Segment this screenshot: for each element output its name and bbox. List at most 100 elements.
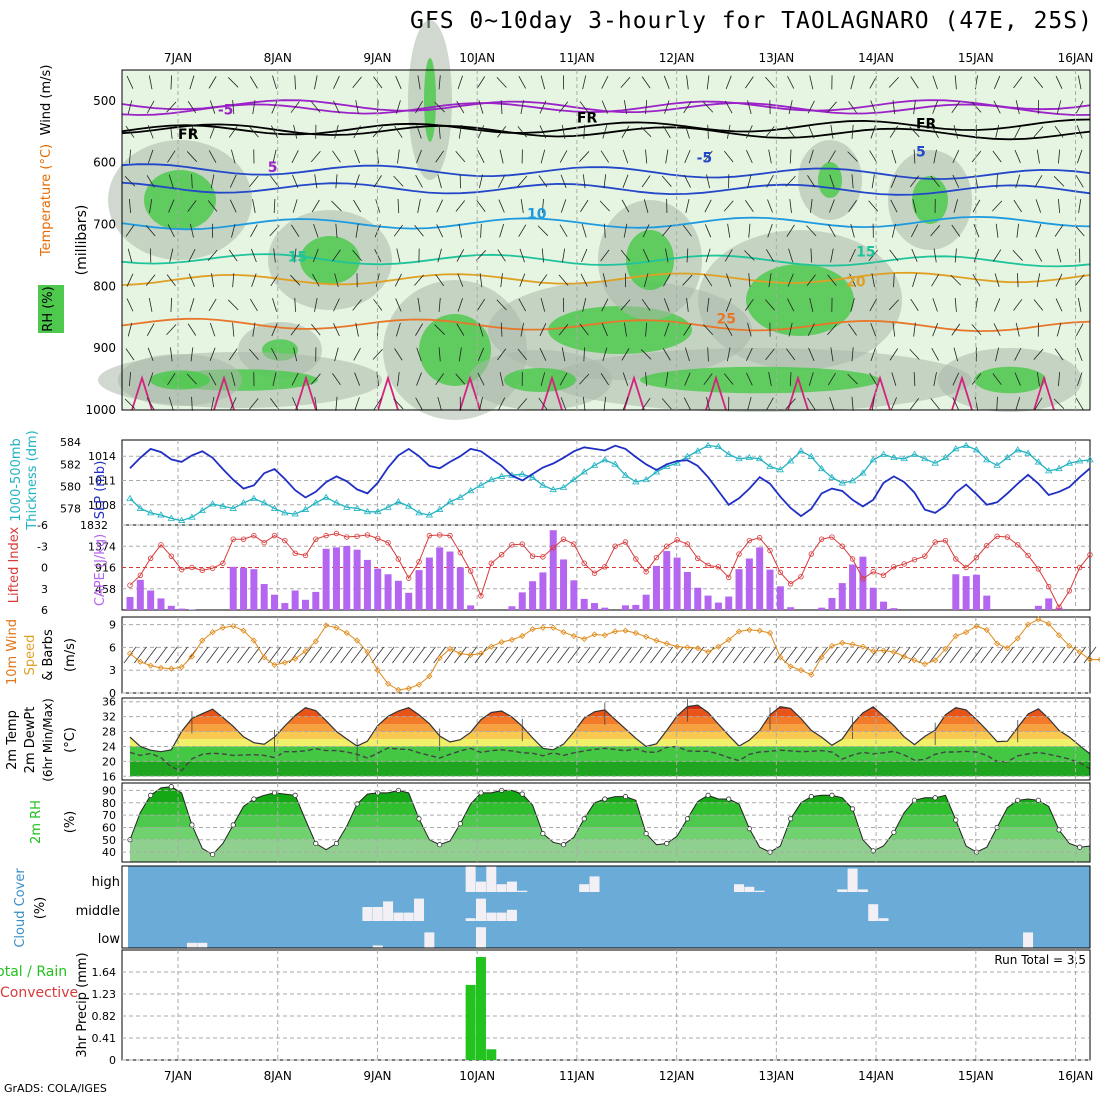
wind-barb [559,150,568,163]
y-tick-left: 580 [60,480,81,493]
thickness-marker [900,454,908,462]
wind-barb [640,126,652,138]
wind-barb [746,347,753,361]
wind-barb [850,298,855,312]
wind-barb [310,151,321,163]
wind-barb [747,174,752,189]
temp-band [130,716,1090,725]
li-marker [302,552,309,559]
wind-frame [121,616,1091,694]
wind-barb [373,397,382,410]
wind-barb [808,372,814,386]
wind-barb [190,347,194,362]
cloud-bar-high [734,884,745,892]
wind-barb [582,75,587,90]
wind-barb [726,347,731,362]
thickness-marker [776,466,785,473]
wind-barb [518,76,527,89]
li-marker [168,553,174,559]
cape-bar [714,602,722,610]
wind-barb [518,224,527,237]
wind-barb [170,75,173,90]
wind-barb [763,646,777,664]
wind-barb [1035,224,1042,238]
cape-bar [518,592,526,610]
wind-barb [932,298,938,312]
temperature-contour [1033,374,1055,411]
li-marker [798,574,804,580]
wind-barb [167,224,175,238]
wind-barb [352,299,362,311]
wind-barb [272,372,277,387]
thickness-marker [1003,453,1012,461]
wind-barb [560,199,567,213]
wind-marker [766,629,774,637]
wind-barb [539,125,547,139]
li-marker [684,541,691,547]
rh-marker [788,816,794,822]
cape-bar [240,567,248,610]
li-marker [436,532,443,538]
temperature-contour [787,374,809,411]
y-tick-label: 40 [102,846,116,859]
wind-barb [167,150,176,163]
wind-barb [232,273,235,288]
li-marker [726,574,732,581]
wind-barb [457,298,463,312]
wind-barb [1036,149,1040,164]
wind-barb [352,249,362,261]
thickness-marker [146,509,155,516]
wind-barb [560,174,567,188]
wind-barb [663,298,670,312]
wind-marker [271,661,278,668]
wind-barb [148,297,153,312]
wind-barb [620,249,631,262]
wind-barb [588,646,601,664]
wind-barb [1077,372,1083,386]
thickness-marker [797,447,805,454]
wind-barb [1034,249,1043,262]
wind-barb [247,646,261,664]
cape-bar [652,565,660,610]
li-marker [581,560,587,566]
thickness-marker [1034,458,1043,465]
wind-marker [704,648,712,656]
thickness-marker [704,441,712,448]
wind-barb [743,646,756,664]
thickness-marker [291,510,299,517]
wind-barb [1054,224,1064,237]
wind-barb [909,397,920,410]
upper-air-frame [121,69,1091,411]
wind-barb [683,323,692,336]
wind-barb [951,224,961,237]
wind-barb [457,75,463,90]
li-marker [860,576,866,582]
wind-barb [662,225,672,237]
li-marker [767,547,773,554]
cape-bar [363,559,371,610]
li-marker [664,543,670,549]
y-label-temp-4: (°C) [63,727,78,753]
wind-barb [154,646,168,664]
wind-barb [134,646,147,664]
wind-barb [209,100,216,114]
run-total: Run Total = 3.5 [994,953,1086,967]
li-marker [1046,583,1052,590]
temperature-contour [951,374,973,411]
li-marker [849,556,856,562]
wind-barb [663,273,671,287]
wind-barb [909,126,920,138]
date-label-bottom: 9JAN [363,1069,391,1083]
wind-marker [446,645,454,652]
wind-barb [208,76,217,89]
li-marker [199,567,205,574]
wind-barb [641,175,651,188]
wind-barb [271,323,278,337]
cape-bar [869,587,877,610]
wind-barb [1021,646,1035,664]
wind-barb [868,249,878,262]
li-marker [695,555,701,561]
wind-barb [1033,299,1044,311]
wind-barb [993,298,1001,312]
